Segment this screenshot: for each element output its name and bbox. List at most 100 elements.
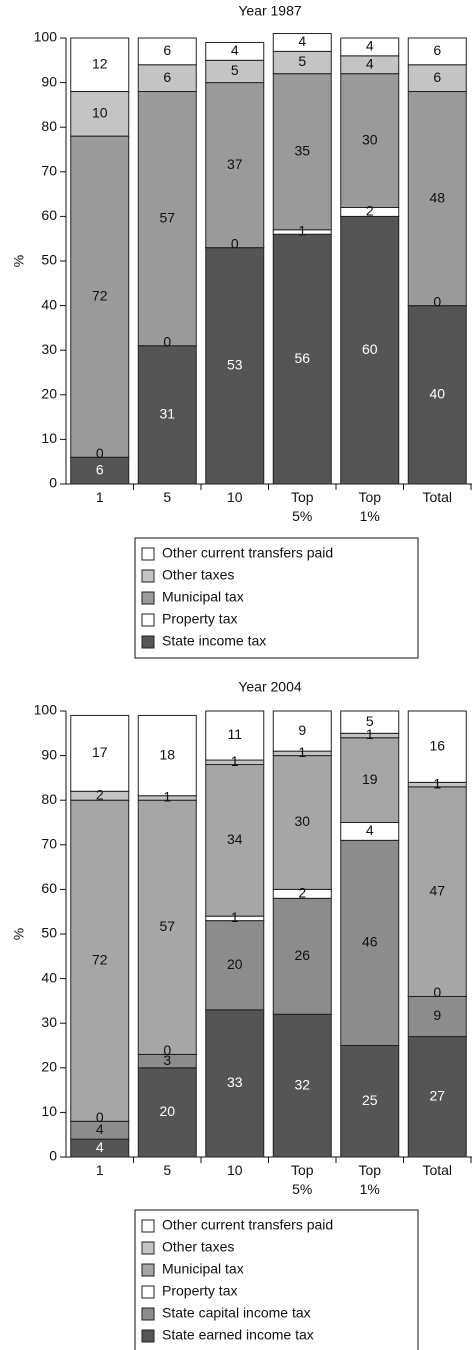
bar-segment (137, 37, 197, 66)
data-label: 4 (298, 33, 306, 49)
bar-segment (340, 37, 400, 57)
bar-segment (407, 305, 467, 485)
legend-swatch (141, 1307, 155, 1321)
legend-swatch (141, 569, 155, 583)
bar-segment (407, 1036, 467, 1158)
chart-title: Year 1987 (238, 3, 302, 19)
bar-segment (205, 82, 265, 249)
data-label: 6 (96, 461, 104, 477)
legend-label: State capital income tax (162, 1305, 311, 1321)
bar-segment (407, 91, 467, 307)
y-tick-label: 20 (41, 1059, 57, 1075)
y-tick-label: 50 (41, 925, 57, 941)
y-tick-label: 40 (41, 969, 57, 985)
legend-swatch (141, 547, 155, 561)
y-tick-label: 60 (41, 207, 57, 223)
legend-label: Municipal tax (162, 1261, 244, 1277)
y-tick-label: 30 (41, 1014, 57, 1030)
bar-segment (70, 799, 130, 1122)
y-tick-label: 60 (41, 880, 57, 896)
data-label: 1 (433, 775, 441, 791)
x-tick-label: 1 (95, 489, 104, 505)
data-label: 18 (159, 746, 175, 762)
data-label: 6 (163, 69, 171, 85)
data-label: 72 (92, 287, 108, 303)
y-tick-label: 100 (34, 702, 58, 718)
bar-segment (340, 839, 400, 1047)
legend-label: Other current transfers paid (162, 545, 333, 561)
legend-label: State earned income tax (162, 1327, 314, 1343)
data-label: 6 (433, 42, 441, 58)
x-tick-label: Top 5% (290, 1162, 314, 1197)
bar-segment (340, 73, 400, 208)
data-label: 35 (294, 142, 310, 158)
y-tick-label: 70 (41, 163, 57, 179)
data-label: 37 (227, 156, 243, 172)
data-label: 5 (298, 53, 306, 69)
data-label: 16 (429, 737, 445, 753)
legend-label: Other current transfers paid (162, 1217, 333, 1233)
data-label: 30 (294, 813, 310, 829)
data-label: 0 (163, 333, 171, 349)
x-tick-label: 10 (226, 489, 243, 505)
data-label: 0 (163, 1042, 171, 1058)
data-label: 4 (366, 55, 374, 71)
bar-segment (340, 1045, 400, 1158)
bar-segment (205, 1009, 265, 1158)
y-tick-label: 0 (49, 1148, 57, 1164)
bar-segment (407, 786, 467, 997)
data-label: 56 (294, 350, 310, 366)
legend-swatch (141, 1241, 155, 1255)
y-tick-label: 10 (41, 1103, 57, 1119)
data-label: 1 (366, 726, 374, 742)
data-label: 1 (298, 744, 306, 760)
data-label: 57 (159, 209, 175, 225)
bar-segment (407, 37, 467, 66)
data-label: 2 (298, 885, 306, 901)
legend-label: Municipal tax (162, 589, 244, 605)
data-label: 6 (163, 42, 171, 58)
data-label: 19 (362, 771, 378, 787)
data-label: 2 (366, 203, 374, 219)
x-tick-label: Top 1% (358, 489, 382, 524)
y-tick-label: 80 (41, 118, 57, 134)
data-label: 33 (227, 1074, 243, 1090)
data-label: 40 (429, 386, 445, 402)
data-label: 48 (429, 189, 445, 205)
data-label: 34 (227, 831, 243, 847)
data-label: 20 (227, 956, 243, 972)
bar-segment (205, 41, 265, 61)
data-label: 32 (294, 1076, 310, 1092)
data-label: 27 (429, 1087, 445, 1103)
y-tick-label: 90 (41, 746, 57, 762)
bar-segment (70, 456, 130, 485)
data-label: 57 (159, 918, 175, 934)
legend-label: Other taxes (162, 567, 234, 583)
legend-box (134, 1209, 419, 1350)
data-label: 3 (163, 1052, 171, 1068)
x-tick-label: 1 (95, 1162, 104, 1178)
data-label: 0 (231, 235, 239, 251)
data-label: 4 (231, 42, 239, 58)
x-tick-label: Total (422, 1162, 453, 1178)
data-label: 0 (433, 984, 441, 1000)
y-tick-label: 50 (41, 252, 57, 268)
bar-segment (340, 710, 400, 734)
data-label: 0 (96, 1109, 104, 1125)
bar-segment (272, 755, 332, 890)
x-tick-label: Top 1% (358, 1162, 382, 1197)
legend-label: Other taxes (162, 1239, 234, 1255)
legend-swatch (141, 1329, 155, 1343)
bar-segment (137, 64, 197, 93)
legend-swatch (141, 591, 155, 605)
data-label: 9 (298, 722, 306, 738)
bar-segment (70, 91, 130, 137)
bar-segment (137, 714, 197, 797)
y-axis-label: % (11, 928, 27, 940)
data-label: 10 (92, 105, 108, 121)
bar-segment (70, 37, 130, 93)
data-label: 60 (362, 341, 378, 357)
bar-segment (205, 247, 265, 485)
